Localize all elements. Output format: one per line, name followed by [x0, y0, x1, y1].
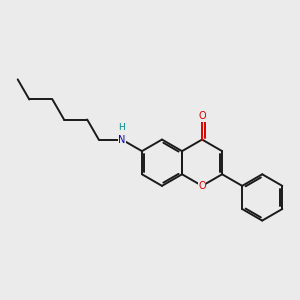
Text: N: N — [118, 135, 126, 145]
Text: O: O — [198, 181, 206, 191]
Text: H: H — [118, 123, 125, 132]
Text: O: O — [198, 111, 206, 122]
